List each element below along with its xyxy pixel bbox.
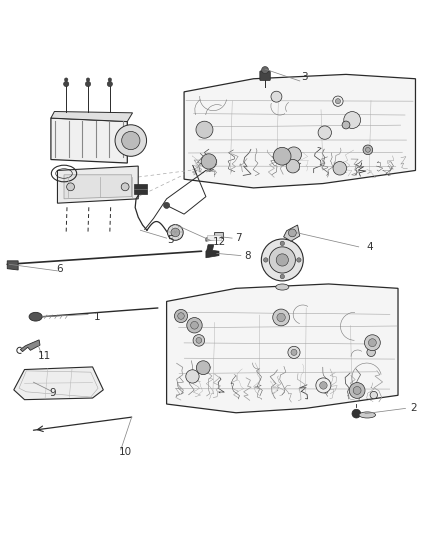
- Circle shape: [178, 313, 184, 319]
- Text: 1: 1: [93, 312, 100, 322]
- Circle shape: [261, 239, 303, 281]
- Circle shape: [363, 145, 373, 155]
- Ellipse shape: [276, 284, 289, 290]
- Circle shape: [370, 391, 378, 399]
- Circle shape: [364, 335, 380, 351]
- Text: 3: 3: [301, 71, 307, 82]
- Circle shape: [277, 313, 285, 321]
- Circle shape: [85, 82, 91, 87]
- Text: 9: 9: [50, 388, 57, 398]
- Circle shape: [273, 309, 290, 326]
- Circle shape: [64, 78, 68, 82]
- Circle shape: [367, 348, 375, 357]
- Bar: [134, 184, 147, 193]
- Circle shape: [286, 147, 301, 162]
- Polygon shape: [51, 118, 127, 163]
- Polygon shape: [51, 111, 133, 122]
- Text: 7: 7: [235, 233, 242, 243]
- Polygon shape: [64, 175, 132, 199]
- Text: 6: 6: [57, 264, 63, 273]
- Circle shape: [368, 339, 376, 346]
- Circle shape: [286, 159, 300, 173]
- Circle shape: [288, 229, 296, 237]
- Circle shape: [280, 241, 285, 246]
- Circle shape: [108, 78, 112, 82]
- Circle shape: [171, 228, 180, 237]
- Text: 4: 4: [366, 242, 373, 252]
- Circle shape: [107, 82, 113, 87]
- Circle shape: [316, 378, 331, 393]
- Circle shape: [365, 148, 370, 152]
- Circle shape: [333, 96, 343, 106]
- Circle shape: [349, 383, 365, 398]
- Circle shape: [320, 382, 327, 389]
- Circle shape: [64, 82, 69, 87]
- Circle shape: [196, 361, 210, 375]
- Circle shape: [167, 224, 183, 240]
- Polygon shape: [184, 75, 416, 188]
- Circle shape: [187, 318, 202, 333]
- Circle shape: [122, 132, 140, 150]
- Text: 12: 12: [212, 238, 226, 247]
- FancyBboxPatch shape: [260, 71, 270, 80]
- Circle shape: [342, 121, 350, 129]
- Circle shape: [271, 91, 282, 102]
- Circle shape: [193, 335, 205, 346]
- Circle shape: [336, 99, 340, 104]
- Text: 10: 10: [119, 447, 132, 457]
- Circle shape: [196, 337, 202, 343]
- Circle shape: [191, 321, 198, 329]
- Circle shape: [276, 254, 288, 266]
- Circle shape: [280, 274, 285, 279]
- Circle shape: [261, 67, 268, 74]
- Text: 11: 11: [38, 351, 51, 361]
- Ellipse shape: [29, 312, 42, 321]
- Polygon shape: [284, 225, 300, 241]
- Circle shape: [264, 258, 268, 262]
- Circle shape: [174, 310, 187, 322]
- Circle shape: [297, 258, 301, 262]
- Polygon shape: [57, 166, 138, 203]
- Text: 5: 5: [168, 235, 174, 245]
- Circle shape: [273, 147, 291, 165]
- Circle shape: [121, 183, 129, 191]
- Circle shape: [333, 161, 346, 175]
- Circle shape: [163, 203, 170, 208]
- Circle shape: [288, 346, 300, 359]
- Circle shape: [353, 386, 361, 394]
- Circle shape: [269, 247, 295, 273]
- Circle shape: [115, 125, 147, 156]
- Circle shape: [352, 409, 361, 418]
- Circle shape: [344, 111, 360, 128]
- Polygon shape: [206, 232, 223, 241]
- Polygon shape: [7, 261, 18, 270]
- Circle shape: [86, 78, 90, 82]
- Circle shape: [201, 154, 216, 169]
- Circle shape: [291, 349, 297, 356]
- Polygon shape: [20, 340, 40, 352]
- Polygon shape: [14, 367, 103, 400]
- Polygon shape: [166, 284, 398, 413]
- Circle shape: [186, 370, 199, 383]
- Ellipse shape: [359, 412, 375, 418]
- Circle shape: [196, 121, 213, 138]
- Polygon shape: [206, 245, 219, 258]
- Circle shape: [318, 126, 332, 139]
- Text: 2: 2: [410, 403, 417, 414]
- Bar: [207, 235, 221, 240]
- Circle shape: [67, 183, 74, 191]
- Text: 8: 8: [244, 251, 251, 261]
